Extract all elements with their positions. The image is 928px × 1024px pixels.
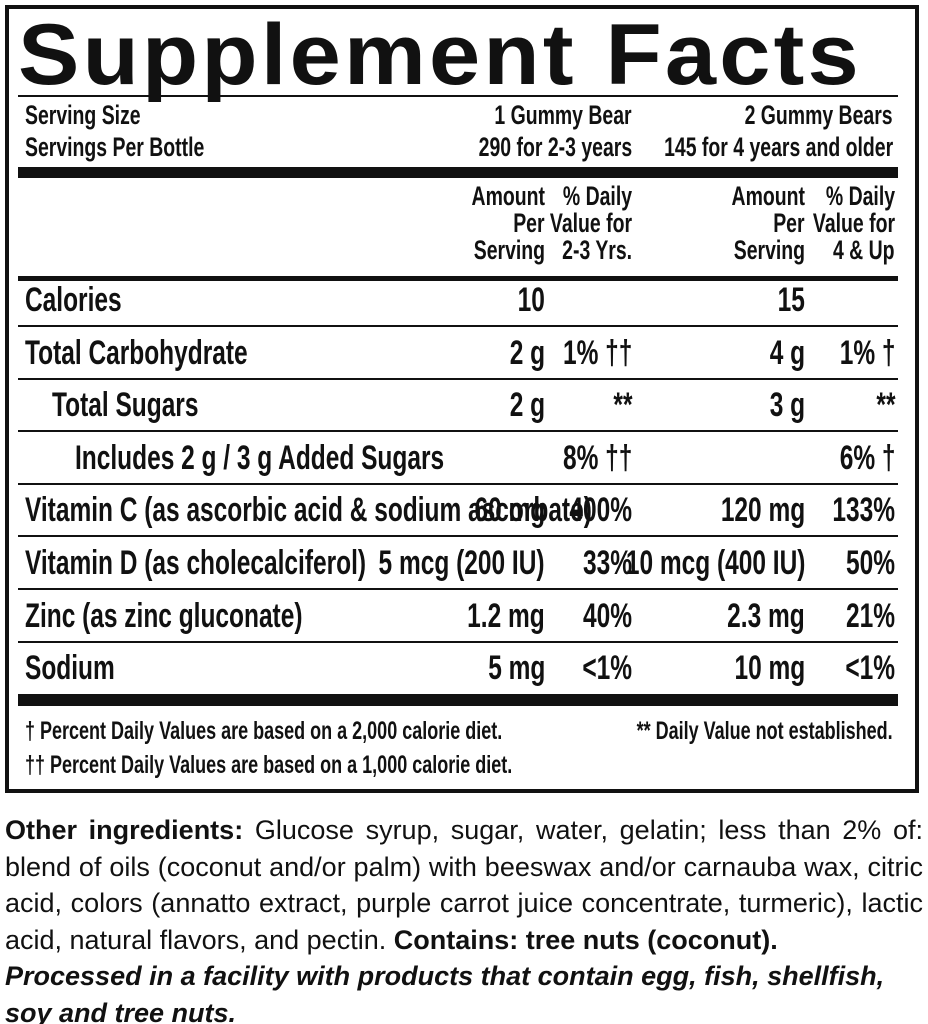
- nutrient-value: 1% †: [839, 333, 895, 372]
- rule: [18, 377, 898, 380]
- column-header: Value for: [549, 207, 632, 238]
- rule: [18, 325, 898, 327]
- footnote: †† Percent Daily Values are based on a 1…: [25, 750, 513, 779]
- column-header: Amount: [471, 180, 545, 211]
- ingredients: Other ingredients: Glucose syrup, sugar,…: [5, 812, 923, 1024]
- rule: [18, 167, 898, 178]
- column-header: % Daily: [825, 180, 895, 211]
- nutrient-name: Total Sugars: [52, 386, 199, 425]
- nutrient-value: 10: [517, 281, 545, 319]
- nutrient-name: Calories: [25, 281, 122, 319]
- nutrient-value: 5 mcg (200 IU): [379, 544, 545, 582]
- contains: Contains: tree nuts (coconut).: [393, 924, 778, 955]
- nutrient-value: 2 g: [509, 333, 545, 372]
- column-header: % Daily: [562, 180, 632, 211]
- nutrient-name: Total Carbohydrate: [25, 333, 248, 372]
- footnote: ** Daily Value not established.: [636, 716, 893, 745]
- nutrient-value: 133%: [832, 491, 895, 530]
- nutrient-value: 4 g: [769, 333, 805, 372]
- nutrient-value: 33%: [582, 544, 632, 582]
- nutrient-value: 3 g: [769, 386, 805, 425]
- nutrient-value: 10 mg: [734, 649, 805, 688]
- nutrient-value: 120 mg: [720, 491, 805, 530]
- ingredients-paragraph: Other ingredients: Glucose syrup, sugar,…: [5, 812, 923, 958]
- nutrient-value: 5 mg: [487, 649, 545, 688]
- rule: [18, 430, 898, 433]
- nutrient-value: 6% †: [839, 438, 895, 477]
- nutrient-value: 8% ††: [562, 438, 632, 477]
- nutrient-value: 15: [777, 281, 805, 319]
- nutrient-value: 400%: [569, 491, 632, 530]
- column-header: 4 & Up: [833, 234, 895, 265]
- column-header: Per: [773, 207, 805, 238]
- serving-label: Servings Per Bottle: [25, 131, 205, 162]
- serving-value: 290 for 2-3 years: [478, 131, 632, 162]
- rule: [18, 694, 898, 706]
- serving-value: 1 Gummy Bear: [494, 99, 632, 130]
- nutrient-name: Vitamin C (as ascorbic acid & sodium asc…: [25, 491, 592, 530]
- nutrient-value: <1%: [582, 649, 632, 688]
- nutrient-name: Vitamin D (as cholecalciferol): [25, 544, 367, 582]
- nutrient-value: 1% ††: [562, 333, 632, 372]
- nutrient-name: Includes 2 g / 3 g Added Sugars: [75, 438, 445, 477]
- processed: Processed in a facility with products th…: [5, 961, 885, 1024]
- column-header: 2-3 Yrs.: [562, 234, 632, 265]
- nutrient-value: 2.3 mg: [727, 596, 805, 635]
- rule: [18, 95, 898, 97]
- nutrient-value: **: [612, 386, 632, 425]
- rule: [18, 640, 898, 643]
- nutrient-value: 2 g: [509, 386, 545, 425]
- nutrient-value: <1%: [845, 649, 895, 688]
- rule: [18, 276, 898, 281]
- ingredients-text: Glucose syrup, sugar, water, gelatin; le…: [5, 815, 923, 955]
- nutrient-value: 40%: [582, 596, 632, 635]
- nutrient-value: 50%: [845, 544, 895, 582]
- serving-value: 145 for 4 years and older: [663, 131, 893, 162]
- rule: [18, 588, 898, 590]
- title: Supplement Facts: [18, 7, 862, 103]
- nutrient-value: 1.2 mg: [467, 596, 545, 635]
- nutrient-name: Zinc (as zinc gluconate): [25, 596, 303, 635]
- column-header: Serving: [473, 234, 545, 265]
- nutrient-value: **: [875, 386, 895, 425]
- serving-label: Serving Size: [25, 99, 141, 130]
- column-header: Per: [513, 207, 545, 238]
- column-header: Value for: [812, 207, 895, 238]
- nutrient-value: 60 mg: [474, 491, 545, 530]
- ingredients-label: Other ingredients:: [5, 815, 244, 845]
- column-header: Serving: [733, 234, 805, 265]
- nutrient-value: 10 mcg (400 IU): [625, 544, 805, 582]
- nutrient-value: 21%: [845, 596, 895, 635]
- rule: [18, 482, 898, 485]
- serving-value: 2 Gummy Bears: [744, 99, 893, 130]
- rule: [18, 535, 898, 538]
- facts-box: [5, 5, 919, 793]
- footnote: † Percent Daily Values are based on a 2,…: [25, 716, 503, 745]
- column-header: Amount: [731, 180, 805, 211]
- nutrient-name: Sodium: [25, 649, 115, 688]
